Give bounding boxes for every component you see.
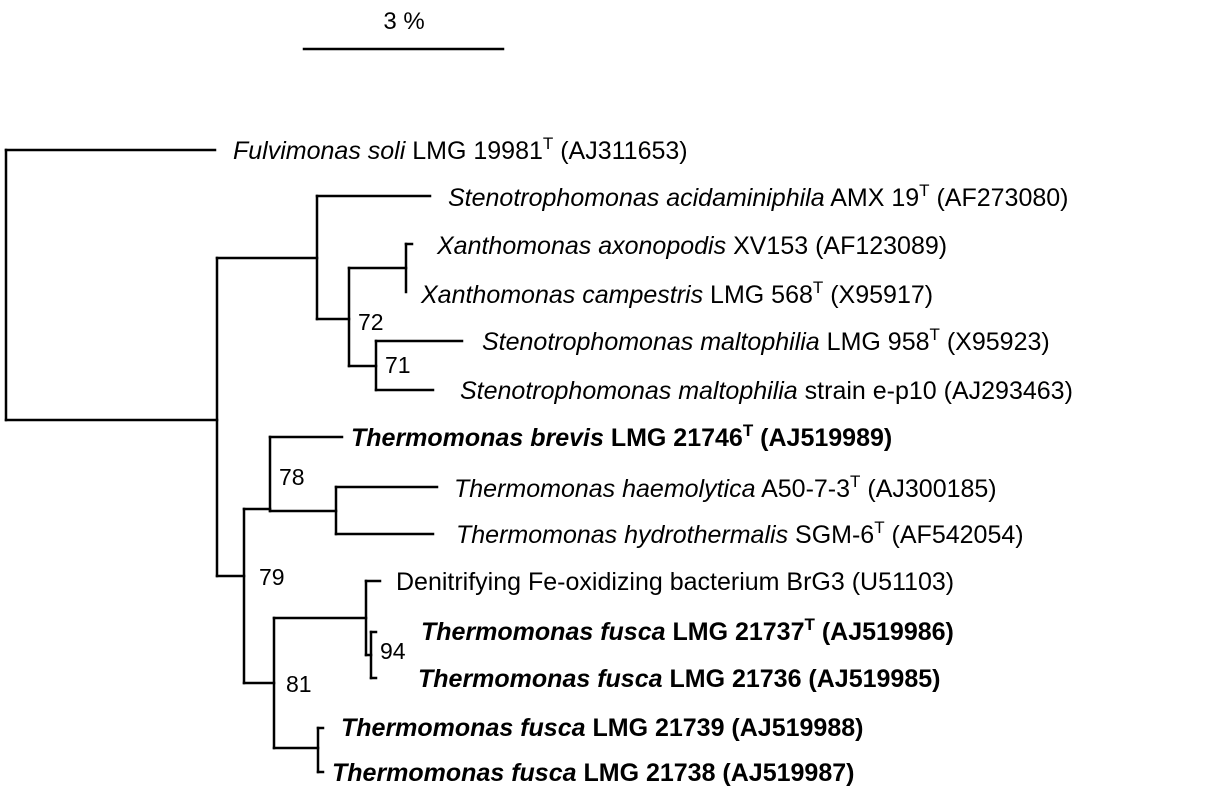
species-name: Xanthomonas axonopodis [436, 232, 726, 260]
accession-number: (AF273080) [930, 184, 1069, 212]
species-name: Thermomonas haemolytica [454, 475, 756, 503]
type-strain-marker: T [543, 134, 553, 153]
accession-number: (AJ519988) [724, 714, 863, 742]
strain-name: LMG 21746 [611, 424, 743, 452]
species-name: Thermomonas fusca [332, 759, 577, 787]
type-strain-marker: T [850, 472, 860, 491]
species-name: Stenotrophomonas acidaminiphila [448, 184, 825, 212]
accession-number: (AJ519987) [715, 759, 854, 787]
accession-number: (AJ519989) [753, 424, 892, 452]
taxon-label-steno-malt-958: Stenotrophomonas maltophilia LMG 958T (X… [482, 325, 1050, 356]
accession-number: (AF123089) [808, 232, 947, 260]
strain-name: Denitrifying Fe-oxidizing bacterium BrG3 [396, 568, 845, 596]
species-name: Thermomonas fusca [418, 665, 663, 693]
strain-name: LMG 21736 [669, 665, 801, 693]
type-strain-marker: T [874, 518, 884, 537]
scale-bar-label: 3 % [383, 8, 424, 35]
accession-number: (AF542054) [885, 521, 1024, 549]
type-strain-marker: T [804, 615, 815, 634]
type-strain-marker: T [813, 278, 823, 297]
species-name: Thermomonas fusca [341, 714, 586, 742]
accession-number: (U51103) [845, 568, 954, 596]
bootstrap-71: 71 [385, 352, 411, 378]
accession-number: (AJ293463) [937, 377, 1073, 405]
taxon-label-thermo-haemo: Thermomonas haemolytica A50-7-3T (AJ3001… [454, 472, 997, 503]
taxon-labels: Fulvimonas soli LMG 19981T (AJ311653)Ste… [233, 134, 1073, 787]
taxon-label-thermo-brevis: Thermomonas brevis LMG 21746T (AJ519989) [351, 421, 892, 452]
accession-number: (X95917) [823, 281, 933, 309]
bootstrap-72: 72 [358, 309, 384, 335]
strain-name: strain e-p10 [805, 377, 937, 405]
type-strain-marker: T [743, 421, 754, 440]
accession-number: (AJ519986) [815, 618, 954, 646]
species-name: Thermomonas brevis [351, 424, 604, 452]
taxon-label-brg3: Denitrifying Fe-oxidizing bacterium BrG3… [396, 568, 954, 596]
strain-name: LMG 19981 [412, 137, 543, 165]
bootstrap-81: 81 [286, 671, 312, 697]
type-strain-marker: T [919, 181, 929, 200]
tree-branches [4, 148, 464, 774]
strain-name: LMG 21737 [672, 618, 804, 646]
accession-number: (AJ519985) [801, 665, 940, 693]
strain-name: SGM-6 [795, 521, 874, 549]
taxon-label-fusca-21739: Thermomonas fusca LMG 21739 (AJ519988) [341, 714, 863, 742]
taxon-label-steno-malt-ep10: Stenotrophomonas maltophilia strain e-p1… [460, 377, 1073, 405]
strain-name: AMX 19 [830, 184, 919, 212]
accession-number: (X95923) [940, 328, 1050, 356]
accession-number: (AJ311653) [553, 137, 687, 165]
taxon-label-steno-acid: Stenotrophomonas acidaminiphila AMX 19T … [448, 181, 1069, 212]
bootstrap-values: 72 71 78 79 94 81 [259, 309, 411, 697]
species-name: Fulvimonas soli [233, 137, 407, 165]
strain-name: LMG 21738 [583, 759, 715, 787]
species-name: Stenotrophomonas maltophilia [460, 377, 798, 405]
taxon-label-xantho-axo: Xanthomonas axonopodis XV153 (AF123089) [436, 232, 947, 260]
species-name: Stenotrophomonas maltophilia [482, 328, 820, 356]
taxon-label-thermo-hydro: Thermomonas hydrothermalis SGM-6T (AF542… [456, 518, 1024, 549]
taxon-label-fusca-21737: Thermomonas fusca LMG 21737T (AJ519986) [421, 615, 954, 646]
bootstrap-94: 94 [380, 638, 406, 664]
taxon-label-fusca-21738: Thermomonas fusca LMG 21738 (AJ519987) [332, 759, 854, 787]
species-name: Xanthomonas campestris [420, 281, 703, 309]
strain-name: LMG 21739 [592, 714, 724, 742]
species-name: Thermomonas hydrothermalis [456, 521, 788, 549]
taxon-label-fusca-21736: Thermomonas fusca LMG 21736 (AJ519985) [418, 665, 940, 693]
accession-number: (AJ300185) [860, 475, 996, 503]
species-name: Thermomonas fusca [421, 618, 666, 646]
strain-name: LMG 568 [710, 281, 813, 309]
strain-name: XV153 [733, 232, 808, 260]
type-strain-marker: T [930, 325, 940, 344]
strain-name: LMG 958 [827, 328, 930, 356]
taxon-label-xantho-camp: Xanthomonas campestris LMG 568T (X95917) [420, 278, 933, 309]
bootstrap-79: 79 [259, 564, 285, 590]
taxon-label-fulvimonas: Fulvimonas soli LMG 19981T (AJ311653) [233, 134, 688, 165]
bootstrap-78: 78 [279, 464, 305, 490]
strain-name: A50-7-3 [761, 475, 850, 503]
